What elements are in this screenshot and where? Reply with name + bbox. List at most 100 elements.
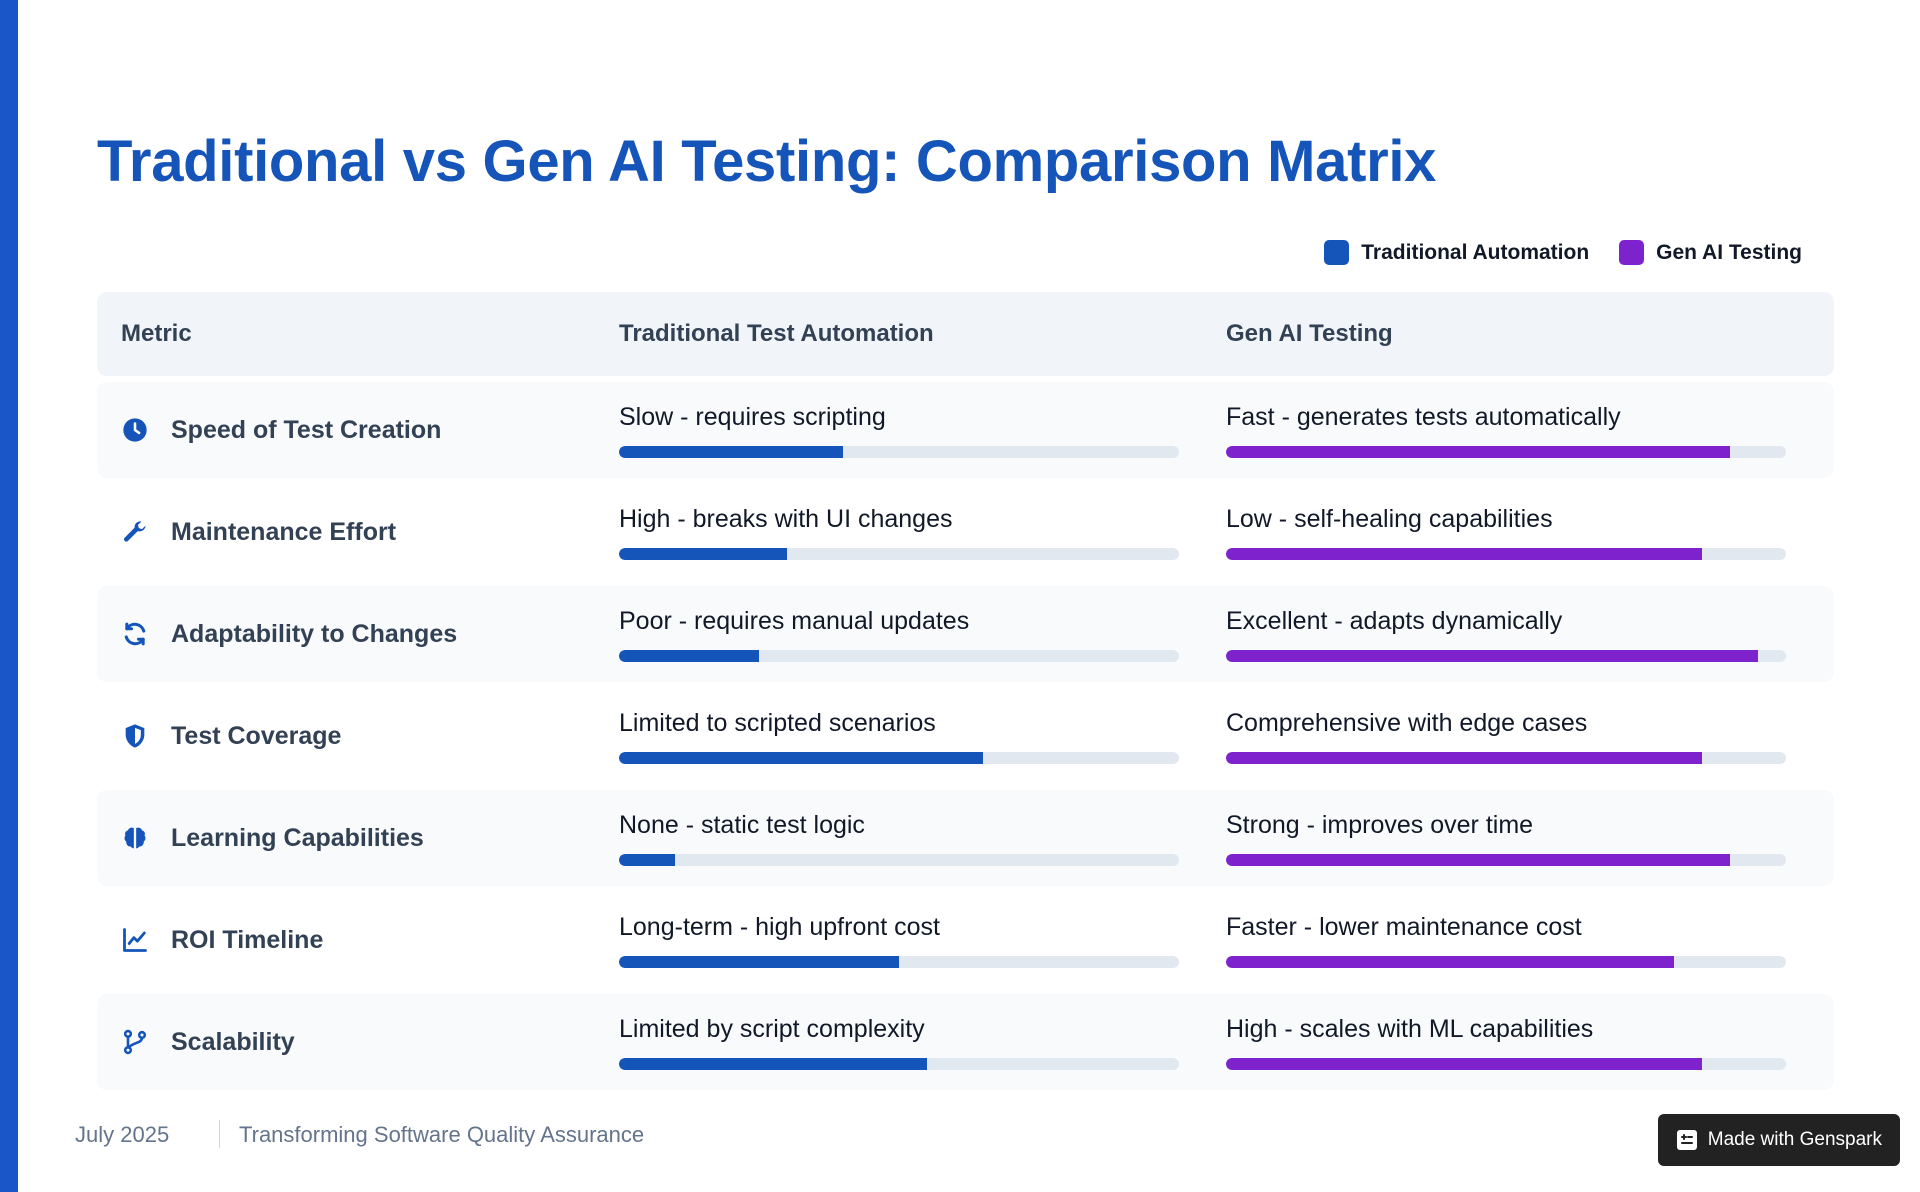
metric-label: Test Coverage <box>171 721 342 750</box>
gen-ai-cell: Comprehensive with edge cases <box>1226 709 1834 764</box>
gen-ai-cell: Excellent - adapts dynamically <box>1226 607 1834 662</box>
traditional-progress-fill <box>619 955 899 968</box>
table-row: Adaptability to Changes Poor - requires … <box>97 586 1834 682</box>
gen-ai-progress-track <box>1226 955 1786 968</box>
traditional-description: Long-term - high upfront cost <box>619 912 940 941</box>
traditional-description: High - breaks with UI changes <box>619 504 953 533</box>
traditional-description: Limited to scripted scenarios <box>619 708 936 737</box>
gen-ai-progress-fill <box>1226 955 1674 968</box>
footer-date: July 2025 <box>75 1122 170 1147</box>
brain-icon <box>121 824 149 852</box>
metric-label: Speed of Test Creation <box>171 415 442 444</box>
gen-ai-progress-track <box>1226 853 1786 866</box>
traditional-progress-track <box>619 445 1179 458</box>
gen-ai-description: High - scales with ML capabilities <box>1226 1014 1594 1043</box>
header-metric: Metric <box>121 320 192 347</box>
gen-ai-description: Comprehensive with edge cases <box>1226 708 1588 737</box>
traditional-description: None - static test logic <box>619 810 865 839</box>
traditional-description: Poor - requires manual updates <box>619 606 970 635</box>
badge-label: Made with Genspark <box>1707 1129 1882 1150</box>
gen-ai-progress-fill <box>1226 1057 1702 1070</box>
wrench-icon <box>121 518 149 546</box>
traditional-progress-track <box>619 1057 1179 1070</box>
table-row: Speed of Test Creation Slow - requires s… <box>97 382 1834 478</box>
table-row: Scalability Limited by script complexity… <box>97 994 1834 1090</box>
gen-ai-cell: High - scales with ML capabilities <box>1226 1015 1834 1070</box>
metric-label: Maintenance Effort <box>171 517 397 546</box>
table-row: ROI Timeline Long-term - high upfront co… <box>97 892 1834 988</box>
traditional-progress-fill <box>619 853 675 866</box>
traditional-description: Slow - requires scripting <box>619 402 886 431</box>
metric-label: Learning Capabilities <box>171 823 424 852</box>
legend: Traditional Automation Gen AI Testing <box>1294 240 1802 265</box>
legend-swatch-gen-ai <box>1619 240 1645 265</box>
metric-cell: Learning Capabilities <box>97 824 619 853</box>
gen-ai-progress-track <box>1226 445 1786 458</box>
metric-label: Adaptability to Changes <box>171 619 458 648</box>
footer-divider <box>219 1120 220 1148</box>
traditional-progress-fill <box>619 751 983 764</box>
traditional-progress-fill <box>619 649 759 662</box>
traditional-cell: Long-term - high upfront cost <box>619 913 1226 968</box>
traditional-cell: Slow - requires scripting <box>619 403 1226 458</box>
gen-ai-cell: Fast - generates tests automatically <box>1226 403 1834 458</box>
footer-subtitle: Transforming Software Quality Assurance <box>239 1122 645 1147</box>
gen-ai-cell: Strong - improves over time <box>1226 811 1834 866</box>
chart-line-icon <box>121 926 149 954</box>
gen-ai-description: Fast - generates tests automatically <box>1226 402 1621 431</box>
legend-label-traditional: Traditional Automation <box>1361 240 1590 264</box>
metric-label: ROI Timeline <box>171 925 324 954</box>
traditional-progress-track <box>619 547 1179 560</box>
traditional-progress-fill <box>619 547 787 560</box>
legend-swatch-traditional <box>1324 240 1350 265</box>
table-row: Learning Capabilities None - static test… <box>97 790 1834 886</box>
metric-cell: ROI Timeline <box>97 926 619 955</box>
traditional-cell: None - static test logic <box>619 811 1226 866</box>
made-with-genspark-badge[interactable]: Made with Genspark <box>1657 1114 1900 1166</box>
sync-icon <box>121 620 149 648</box>
clock-icon <box>121 416 149 444</box>
gen-ai-progress-fill <box>1226 445 1730 458</box>
header-traditional: Traditional Test Automation <box>619 320 934 347</box>
gen-ai-progress-fill <box>1226 547 1702 560</box>
gen-ai-description: Strong - improves over time <box>1226 810 1534 839</box>
metric-cell: Scalability <box>97 1028 619 1057</box>
comparison-table: Metric Traditional Test Automation Gen A… <box>97 292 1834 1090</box>
traditional-progress-track <box>619 649 1179 662</box>
gen-ai-description: Low - self-healing capabilities <box>1226 504 1553 533</box>
gen-ai-progress-track <box>1226 547 1786 560</box>
legend-label-gen-ai: Gen AI Testing <box>1656 240 1802 264</box>
gen-ai-progress-track <box>1226 1057 1786 1070</box>
shield-icon <box>121 722 149 750</box>
gen-ai-description: Faster - lower maintenance cost <box>1226 912 1582 941</box>
code-branch-icon <box>121 1028 149 1056</box>
table-body: Speed of Test Creation Slow - requires s… <box>97 382 1834 1090</box>
traditional-progress-fill <box>619 445 843 458</box>
accent-bar <box>0 0 18 1192</box>
gen-ai-description: Excellent - adapts dynamically <box>1226 606 1563 635</box>
traditional-cell: Limited to scripted scenarios <box>619 709 1226 764</box>
traditional-progress-track <box>619 853 1179 866</box>
table-row: Test Coverage Limited to scripted scenar… <box>97 688 1834 784</box>
gen-ai-progress-track <box>1226 649 1786 662</box>
traditional-progress-fill <box>619 1057 927 1070</box>
metric-cell: Test Coverage <box>97 722 619 751</box>
genspark-icon <box>1676 1129 1698 1151</box>
metric-cell: Maintenance Effort <box>97 518 619 547</box>
gen-ai-cell: Low - self-healing capabilities <box>1226 505 1834 560</box>
metric-label: Scalability <box>171 1027 295 1056</box>
page-title: Traditional vs Gen AI Testing: Compariso… <box>97 129 1437 194</box>
traditional-cell: High - breaks with UI changes <box>619 505 1226 560</box>
legend-item-gen-ai: Gen AI Testing <box>1619 240 1802 265</box>
traditional-progress-track <box>619 955 1179 968</box>
gen-ai-progress-fill <box>1226 853 1730 866</box>
table-row: Maintenance Effort High - breaks with UI… <box>97 484 1834 580</box>
gen-ai-cell: Faster - lower maintenance cost <box>1226 913 1834 968</box>
metric-cell: Adaptability to Changes <box>97 620 619 649</box>
legend-item-traditional: Traditional Automation <box>1324 240 1589 265</box>
metric-cell: Speed of Test Creation <box>97 416 619 445</box>
traditional-description: Limited by script complexity <box>619 1014 925 1043</box>
traditional-progress-track <box>619 751 1179 764</box>
gen-ai-progress-track <box>1226 751 1786 764</box>
gen-ai-progress-fill <box>1226 649 1758 662</box>
